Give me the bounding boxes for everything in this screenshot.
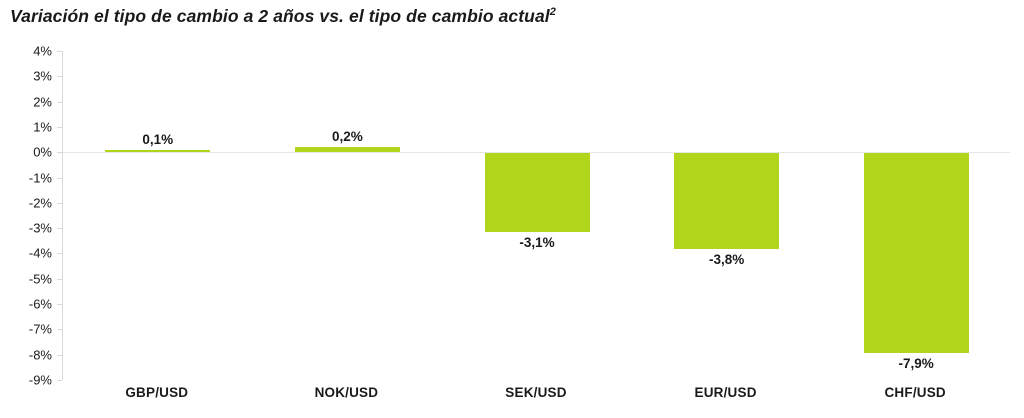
x-axis-category-label: GBP/USD [125, 385, 189, 400]
y-axis-tick-label: 1% [33, 119, 52, 135]
plot-area: 0,1% 0,2% -3,1% -3,8% -7,9% [62, 51, 1010, 380]
chart-title-footnote-marker: 2 [549, 6, 556, 19]
y-axis-tick-mark [57, 329, 62, 331]
bar-sek-usd [484, 153, 590, 232]
bar-nok-usd [294, 147, 400, 153]
y-axis-tick-label: -6% [28, 296, 52, 312]
chart-title-text: Variación el tipo de cambio a 2 años vs.… [10, 6, 550, 26]
y-axis-tick-mark [57, 304, 62, 306]
zero-gridline [63, 152, 1010, 154]
y-axis-tick-label: -1% [28, 170, 52, 186]
y-axis-tick-mark [57, 51, 62, 52]
y-axis-tick-mark [57, 177, 62, 179]
y-axis-tick-mark [57, 76, 62, 78]
y-axis-tick-mark [57, 126, 62, 128]
y-axis-tick-mark [57, 202, 62, 204]
y-axis-tick-label: -4% [28, 245, 52, 261]
y-axis-tick-label: 4% [33, 43, 52, 59]
bar-gbp-usd [105, 149, 211, 153]
y-axis-tick-mark [57, 101, 62, 103]
y-axis-tick-mark [57, 278, 62, 280]
y-axis-tick-mark [57, 152, 62, 154]
y-axis-tick-label: -9% [28, 372, 52, 388]
y-axis-tick-label: -8% [28, 347, 52, 363]
y-axis-tick-mark [57, 253, 62, 255]
y-axis-tick-label: -2% [28, 195, 52, 211]
bar-value-label: -3,8% [708, 252, 745, 268]
x-axis-category-label: CHF/USD [884, 385, 946, 400]
bar-chf-usd [863, 153, 969, 354]
y-axis-tick-label: -7% [28, 321, 52, 337]
bar-value-label: 0,1% [142, 131, 174, 147]
y-axis-tick-mark [57, 354, 62, 356]
y-axis-tick-label: 2% [33, 94, 52, 110]
x-axis-category-label: SEK/USD [505, 385, 567, 400]
x-axis-category-label: EUR/USD [694, 385, 757, 400]
bar-value-label: -3,1% [519, 234, 555, 250]
y-axis-tick-mark [57, 228, 62, 230]
y-axis-tick-label: -3% [28, 220, 52, 236]
y-axis-tick-mark [57, 380, 62, 381]
x-axis-category-label: NOK/USD [314, 385, 379, 400]
bar-value-label: 0,2% [332, 129, 363, 145]
bar-value-label: -7,9% [898, 356, 934, 372]
y-axis-tick-label: 0% [33, 144, 52, 160]
bar-eur-usd [674, 153, 780, 250]
y-axis-tick-label: -5% [28, 271, 52, 287]
chart-title: Variación el tipo de cambio a 2 años vs.… [10, 6, 556, 27]
y-axis-tick-label: 3% [33, 68, 52, 84]
